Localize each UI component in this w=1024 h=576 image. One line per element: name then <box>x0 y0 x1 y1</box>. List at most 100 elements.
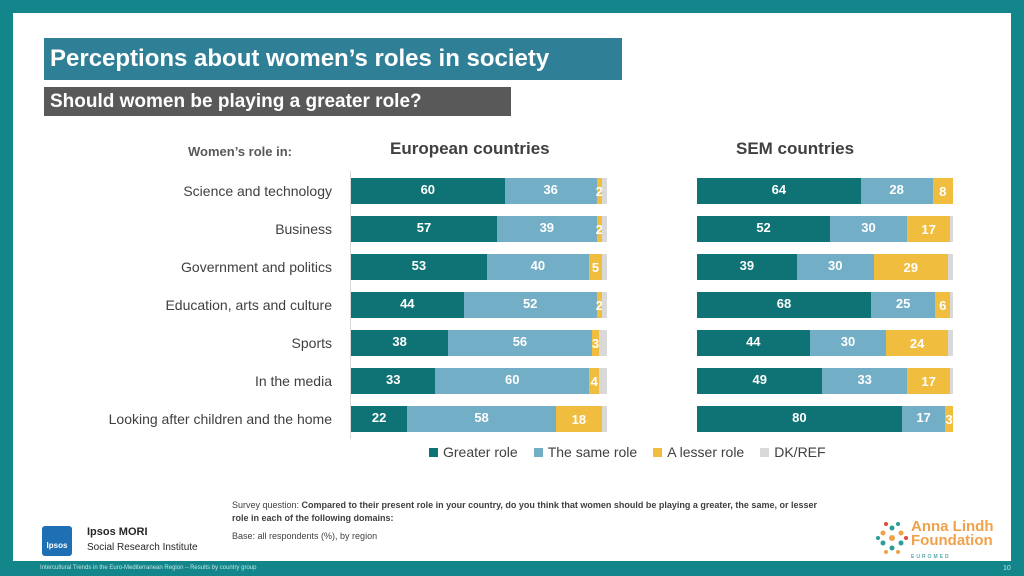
legend-item-lesser: A lesser role <box>653 444 744 460</box>
bar-segment-same <box>901 406 946 432</box>
bar-segment-same <box>463 292 597 318</box>
bar-segment-lesser <box>906 216 951 242</box>
data-label: 3 <box>945 412 953 427</box>
data-label: 40 <box>530 258 546 273</box>
data-label: 53 <box>411 258 427 273</box>
question-prefix: Survey question: <box>232 500 302 510</box>
bar-segment-greater <box>697 216 831 242</box>
alf-line1: Anna Lindh <box>911 518 994 535</box>
legend-swatch <box>653 447 663 457</box>
bar-segment-dk <box>601 406 607 432</box>
data-label: 8 <box>939 184 947 199</box>
ipsos-title: Ipsos MORI <box>87 526 148 538</box>
bar-segment-same <box>504 178 597 204</box>
bar-segment-lesser <box>935 292 951 318</box>
bar-segment-same <box>407 406 556 432</box>
data-label: 22 <box>371 410 387 425</box>
data-label: 57 <box>416 220 432 235</box>
legend: Greater role The same role A lesser role… <box>429 444 826 460</box>
data-label: 44 <box>400 296 415 311</box>
bar-segment-same <box>830 216 907 242</box>
survey-question: Survey question: Compared to their prese… <box>232 499 832 525</box>
bar-segment-dk <box>947 330 953 356</box>
category-label: In the media <box>254 373 332 389</box>
data-label: 2 <box>595 222 603 237</box>
bar-segment-lesser <box>945 406 953 432</box>
bar-segment-same <box>822 368 907 394</box>
bar-segment-greater <box>697 368 823 394</box>
data-label: 38 <box>392 334 407 349</box>
alf-small: EUROMED <box>911 554 951 560</box>
bar-segment-dk <box>601 178 607 204</box>
data-label: 17 <box>921 222 936 237</box>
bar-segment-lesser <box>886 330 948 356</box>
data-label: 60 <box>420 182 436 197</box>
ipsos-logo: Ipsos <box>42 526 72 556</box>
bar-segment-greater <box>697 330 810 356</box>
bar-segment-lesser <box>906 368 951 394</box>
data-label: 30 <box>840 334 856 349</box>
data-label: 5 <box>591 260 600 275</box>
bar-segment-greater <box>351 178 505 204</box>
bar-segment-dk <box>947 254 953 280</box>
bar-segment-lesser <box>589 254 602 280</box>
data-label: 6 <box>939 298 947 313</box>
bar-segment-same <box>796 254 874 280</box>
data-label: 30 <box>827 258 843 273</box>
bar-segment-lesser <box>932 178 953 204</box>
bar-segment-same <box>871 292 936 318</box>
legend-item-greater: Greater role <box>429 444 518 460</box>
bar-segment-greater <box>697 178 861 204</box>
bar-segment-greater <box>351 254 487 280</box>
data-label: 24 <box>909 336 925 351</box>
legend-label: Greater role <box>443 444 518 460</box>
data-label: 28 <box>889 182 904 197</box>
bar-segment-lesser <box>596 292 602 318</box>
data-label: 68 <box>776 296 792 311</box>
category-axis <box>350 171 351 439</box>
slide: Perceptions about women’s roles in socie… <box>13 13 1011 561</box>
data-label: 49 <box>752 372 767 387</box>
bar-segment-dk <box>950 216 953 242</box>
data-label: 17 <box>921 374 936 389</box>
question-text: Compared to their present role in your c… <box>232 500 817 523</box>
bar-segment-same <box>860 178 933 204</box>
data-label: 3 <box>591 336 600 351</box>
bar-segment-greater <box>351 330 449 356</box>
bar-segment-same <box>448 330 592 356</box>
slide-subtitle: Should women be playing a greater role? <box>44 87 511 116</box>
bar-segment-dk <box>601 216 607 242</box>
bar-segment-dk <box>599 368 607 394</box>
category-label: Sports <box>291 335 332 351</box>
alf-line2: Foundation <box>911 532 993 549</box>
data-label: 60 <box>505 372 520 387</box>
data-label: 64 <box>771 182 787 197</box>
category-label: Looking after children and the home <box>108 411 332 427</box>
slide-title: Perceptions about women’s roles in socie… <box>44 38 622 80</box>
data-label: 4 <box>590 374 598 389</box>
alf-logo-text: Anna Lindh Foundation EUROMED <box>911 518 994 564</box>
data-label: 33 <box>857 372 872 387</box>
role-header: Women’s role in: <box>188 144 293 159</box>
legend-label: The same role <box>547 444 638 460</box>
legend-swatch <box>533 447 543 457</box>
bar-segment-dk <box>950 368 953 394</box>
bar-segment-greater <box>351 216 497 242</box>
data-label: 44 <box>746 334 761 349</box>
bar-segment-greater <box>697 254 797 280</box>
panel-title-european: European countries <box>390 139 550 158</box>
legend-swatch <box>760 447 770 457</box>
data-label: 30 <box>861 220 876 235</box>
base-note: Base: all respondents (%), by region <box>232 531 378 541</box>
bar-segment-same <box>435 368 590 394</box>
bar-segment-dk <box>601 254 607 280</box>
data-label: 39 <box>539 220 555 235</box>
footer-text: Intercultural Trends in the Euro-Mediter… <box>40 565 257 571</box>
data-label: 52 <box>522 296 538 311</box>
data-label: 25 <box>895 296 911 311</box>
bar-segment-same <box>809 330 887 356</box>
bar-segment-greater <box>697 292 872 318</box>
panel-title-sem: SEM countries <box>736 139 855 158</box>
data-label: 2 <box>595 298 603 313</box>
bar-segment-lesser <box>596 216 602 242</box>
